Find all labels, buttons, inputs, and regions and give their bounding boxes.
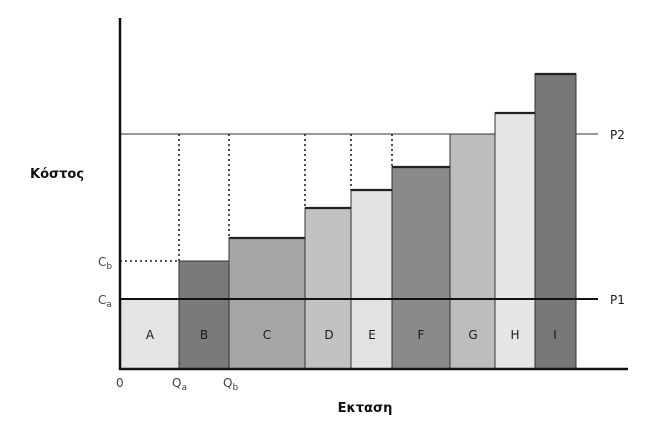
block-label-e: E	[368, 328, 376, 342]
block-top-edges	[229, 72, 576, 240]
cost-blocks	[119, 73, 577, 370]
block-i	[534, 73, 577, 370]
cb-main: C	[98, 255, 106, 269]
qa-main: Q	[172, 376, 181, 390]
qa-sub: a	[181, 383, 187, 393]
block-d	[304, 207, 352, 370]
ca-main: C	[98, 293, 106, 307]
block-g	[449, 133, 496, 370]
qb-sub: b	[232, 383, 238, 393]
p1-label: P1	[610, 293, 625, 307]
block-label-c: C	[263, 328, 271, 342]
ca-label: Ca	[98, 293, 112, 310]
qa-label: Qa	[172, 376, 187, 393]
qb-label: Qb	[223, 376, 238, 393]
block-label-d: D	[324, 328, 333, 342]
block-h	[494, 112, 536, 370]
block-label-i: I	[553, 328, 557, 342]
block-label-g: G	[468, 328, 477, 342]
block-label-h: H	[510, 328, 519, 342]
block-labels: A B C D E F G H I	[146, 328, 557, 342]
block-a	[119, 298, 180, 370]
origin-label: 0	[116, 376, 124, 390]
p2-label: P2	[610, 128, 625, 142]
cb-sub: b	[106, 262, 112, 272]
block-label-f: F	[418, 328, 425, 342]
ca-sub: a	[106, 300, 112, 310]
block-label-b: B	[200, 328, 208, 342]
y-axis-title: Κόστος	[30, 167, 84, 182]
dotted-guides	[120, 134, 393, 262]
cb-label: Cb	[98, 255, 112, 272]
qb-main: Q	[223, 376, 232, 390]
block-label-a: A	[146, 328, 155, 342]
block-b	[178, 260, 230, 370]
block-c	[228, 237, 306, 370]
x-axis-title: Εκταση	[338, 401, 393, 416]
block-e	[350, 189, 393, 370]
